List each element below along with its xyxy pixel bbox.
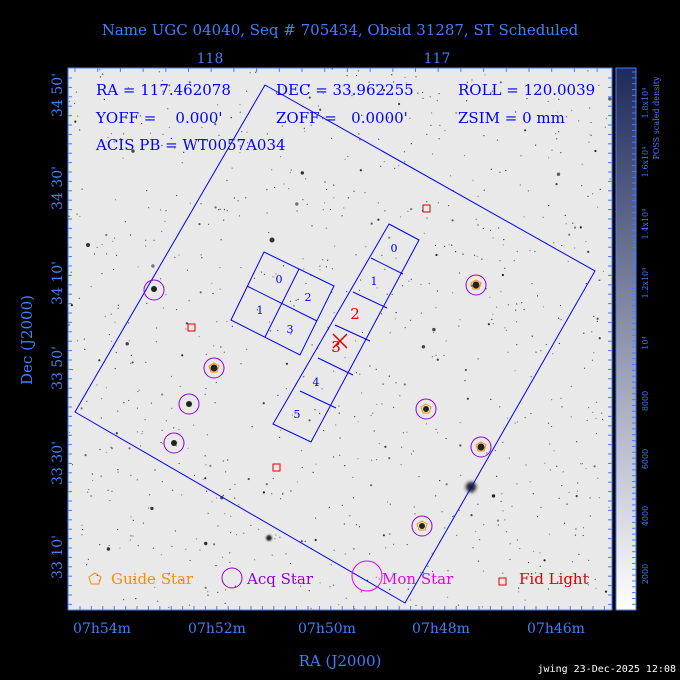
acis-s-array bbox=[272, 223, 420, 443]
dec-tick-label: 34 50' bbox=[50, 73, 66, 117]
acis-i-array bbox=[230, 251, 335, 356]
dec-tick-label: 34 10' bbox=[50, 261, 66, 305]
colorbar: 1.8x10⁴ 1.6x10⁴ 1.4x10⁴ 1.2x10⁴ 10⁴ 8000… bbox=[615, 67, 661, 611]
acq-star-legend-label: Acq Star bbox=[246, 570, 314, 588]
yoff-value: YOFF = 0.000' bbox=[95, 109, 223, 127]
acq-stars bbox=[143, 274, 492, 537]
colorbar-tick-label: 2000 bbox=[641, 564, 650, 584]
top-tick-label-117: 117 bbox=[424, 51, 451, 67]
colorbar-tick-label: 6000 bbox=[641, 449, 650, 469]
fov-outline bbox=[74, 84, 596, 604]
mon-star-legend-icon bbox=[351, 560, 383, 592]
colorbar-label: POSS scaled density bbox=[652, 76, 661, 160]
dec-tick-label: 34 30' bbox=[50, 166, 66, 210]
dec-tick-label: 33 30' bbox=[50, 441, 66, 485]
colorbar-tick-label: 1.8x10⁴ bbox=[641, 88, 650, 119]
colorbar-tick-label: 8000 bbox=[641, 391, 650, 411]
bright-objects bbox=[86, 237, 485, 543]
plot-title: Name UGC 04040, Seq # 705434, Obsid 3128… bbox=[102, 21, 579, 39]
footer-stamp: jwing 23-Dec-2025 12:08 bbox=[538, 664, 676, 675]
chip-s1-label: 1 bbox=[371, 275, 378, 288]
colorbar-tick-label: 10⁴ bbox=[641, 336, 650, 349]
roll-value: ROLL = 120.0039 bbox=[458, 81, 595, 99]
acis-pb-value: ACIS PB = WT0057A034 bbox=[95, 136, 286, 154]
chip-i1-label: 1 bbox=[257, 304, 264, 317]
ra-axis-label: RA (J2000) bbox=[299, 652, 382, 670]
chip-i2-label: 2 bbox=[305, 291, 312, 304]
chip-s2-label: 2 bbox=[350, 305, 360, 323]
ra-axis: 07h54m 07h52m 07h50m 07h48m 07h46m RA (J… bbox=[73, 621, 585, 670]
ra-value: RA = 117.462078 bbox=[96, 81, 231, 99]
colorbar-tick-label: 1.2x10⁴ bbox=[641, 268, 650, 299]
colorbar-tick-label: 1.4x10⁴ bbox=[641, 209, 650, 240]
guide-stars bbox=[208, 279, 487, 531]
chip-i0-label: 0 bbox=[276, 273, 283, 286]
ra-tick-label: 07h46m bbox=[527, 621, 585, 637]
legend: Guide Star Acq Star Mon Star Fid Light bbox=[88, 560, 589, 592]
chip-i3-label: 3 bbox=[287, 323, 294, 336]
fid-lights bbox=[187, 204, 431, 472]
zsim-value: ZSIM = 0 mm bbox=[458, 109, 565, 127]
frame-ticks bbox=[68, 68, 612, 610]
chip-s0-label: 0 bbox=[391, 242, 398, 255]
ra-tick-label: 07h54m bbox=[73, 621, 131, 637]
guide-star-legend-icon bbox=[88, 572, 102, 585]
colorbar-tick-label: 4000 bbox=[641, 506, 650, 526]
dec-axis: 34 50' 34 30' 34 10' 33 50' 33 30' 33 10… bbox=[18, 73, 66, 579]
chip-s4-label: 4 bbox=[313, 376, 320, 389]
ra-tick-label: 07h52m bbox=[188, 621, 246, 637]
colorbar-tick-label: 1.6x10⁴ bbox=[641, 147, 650, 178]
chip-s3-label: 3 bbox=[331, 338, 341, 356]
target-marker bbox=[332, 333, 348, 349]
dec-value: DEC = 33.962255 bbox=[276, 81, 414, 99]
overlay: 0 2 1 3 0 1 2 3 4 5 bbox=[74, 84, 596, 604]
acq-star-legend-icon bbox=[221, 567, 243, 589]
colorbar-gradient bbox=[615, 67, 637, 611]
info-panel: RA = 117.462078 DEC = 33.962255 ROLL = 1… bbox=[95, 81, 595, 154]
dec-tick-label: 33 50' bbox=[50, 346, 66, 390]
ra-tick-label: 07h48m bbox=[412, 621, 470, 637]
mon-star-legend-label: Mon Star bbox=[382, 570, 454, 588]
sky-image bbox=[68, 68, 612, 610]
zoff-value: ZOFF = 0.0000' bbox=[276, 109, 408, 127]
top-tick-label-118: 118 bbox=[197, 51, 224, 67]
ra-tick-label: 07h50m bbox=[298, 621, 356, 637]
chip-s5-label: 5 bbox=[294, 408, 301, 421]
fid-light-legend-icon bbox=[498, 577, 507, 586]
plot-frame bbox=[67, 67, 613, 611]
dec-tick-label: 33 10' bbox=[50, 535, 66, 579]
star-speckles bbox=[68, 68, 612, 610]
guide-star-legend-label: Guide Star bbox=[111, 570, 194, 588]
dec-axis-label: Dec (J2000) bbox=[18, 295, 36, 385]
fid-light-legend-label: Fid Light bbox=[519, 570, 589, 588]
